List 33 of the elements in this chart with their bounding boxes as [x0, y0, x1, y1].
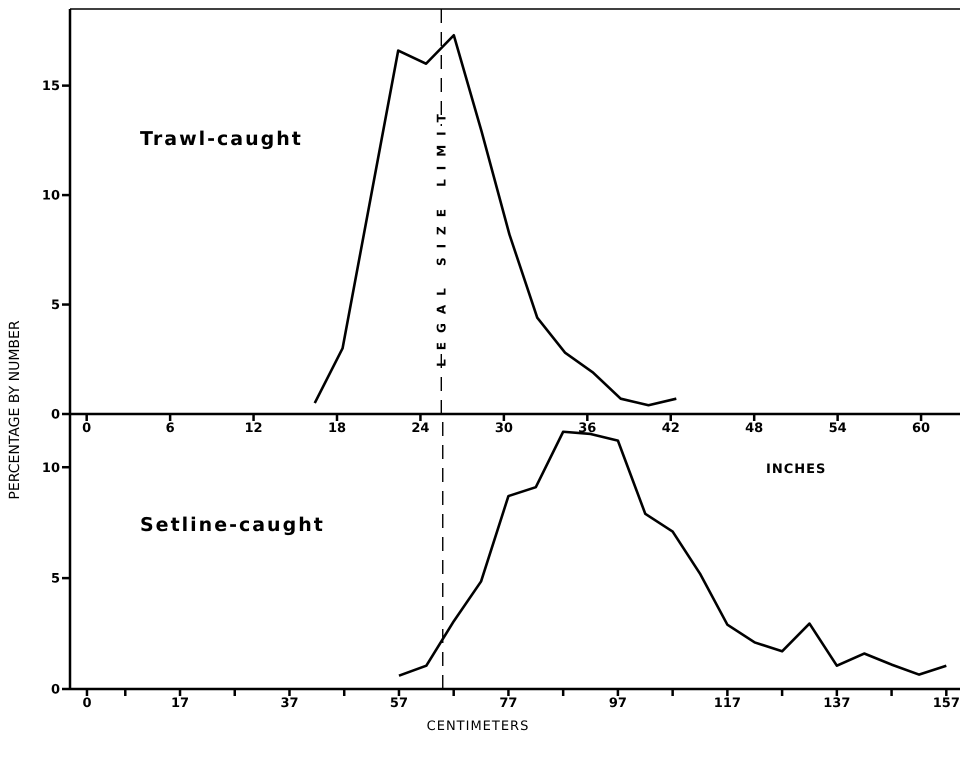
text: Trawl-caught [140, 128, 303, 150]
text: Setline-caught [140, 514, 325, 536]
y-tick-label: 10 [42, 188, 60, 204]
x-tick-label: 30 [494, 421, 513, 436]
x-tick-label: 117 [714, 696, 741, 712]
x-tick-label: 24 [411, 421, 430, 436]
x-tick-label: 48 [745, 421, 764, 436]
ref-line-label: LEGAL SIZE LIMIT [434, 105, 448, 367]
x-tick-label: 137 [823, 696, 850, 712]
y-tick-label: 5 [50, 572, 60, 587]
y-tick-label: 5 [50, 298, 60, 314]
x-tick-label: 17 [170, 696, 190, 712]
y-tick-label: 10 [42, 460, 60, 476]
x-tick-label: 97 [608, 696, 627, 712]
x-tick-label: 0 [82, 696, 92, 712]
x-tick-label: 37 [280, 696, 299, 712]
y-tick-label: 0 [50, 682, 60, 698]
x-tick-label: 42 [662, 421, 680, 436]
x-tick-label: 77 [499, 696, 518, 712]
x-tick-label: 60 [912, 421, 930, 436]
y-axis-title: PERCENTAGE BY NUMBER [7, 320, 23, 500]
x-tick-label: 0 [82, 421, 92, 436]
x-axis-title: INCHES [766, 462, 826, 477]
y-tick-label: 15 [42, 79, 60, 94]
x-tick-label: 54 [828, 421, 847, 436]
x-tick-label: 6 [166, 421, 175, 436]
y-tick-label: 0 [50, 408, 60, 423]
x-tick-label: 36 [578, 421, 596, 436]
x-tick-label: 12 [244, 421, 263, 436]
x-axis-title: CENTIMETERS [426, 719, 530, 734]
x-tick-label: 18 [328, 421, 346, 436]
x-tick-label: 157 [932, 696, 960, 712]
x-tick-label: 57 [390, 696, 408, 712]
